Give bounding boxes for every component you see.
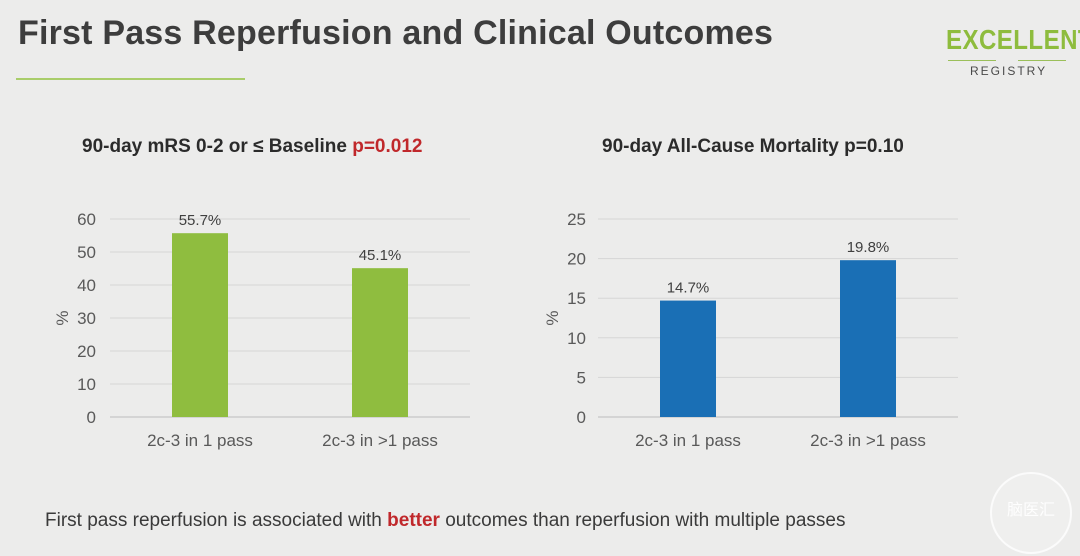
chart-1-y-tick-label: 60 [77, 210, 96, 229]
conclusion-emphasis: better [387, 510, 440, 531]
chart-2-bar [840, 260, 896, 417]
logo-rule-right [1018, 60, 1066, 61]
chart-1-data-label: 45.1% [359, 247, 402, 264]
chart-1-y-tick-label: 20 [77, 342, 96, 361]
chart-1-y-tick-label: 40 [77, 276, 96, 295]
title-underline [16, 78, 245, 80]
logo-wordmark: EXCELLENT [946, 24, 1080, 55]
chart-2-y-tick-label: 20 [567, 250, 586, 269]
chart-1-bar [172, 233, 228, 417]
chart-2-y-tick-label: 5 [577, 368, 586, 387]
chart-2-data-label: 19.8% [847, 239, 890, 256]
conclusion-before: First pass reperfusion is associated wit… [45, 510, 388, 531]
chart-1-y-tick-label: 30 [77, 309, 96, 328]
chart-2-category-label: 2c-3 in >1 pass [810, 431, 926, 450]
chart-2-data-label: 14.7% [667, 280, 710, 297]
chart-1-y-tick-label: 0 [87, 408, 96, 427]
chart-1-bar [352, 268, 408, 417]
chart-2-y-tick-label: 10 [567, 329, 586, 348]
chart-1-y-tick-label: 10 [77, 375, 96, 394]
chart-1-y-tick-label: 50 [77, 243, 96, 262]
chart-2-y-tick-label: 25 [567, 210, 586, 229]
chart-2-title-text: 90-day All-Cause Mortality [602, 136, 839, 157]
chart-2-y-tick-label: 15 [567, 289, 586, 308]
conclusion-text: First pass reperfusion is associated wit… [45, 510, 845, 532]
chart-2-p-value: p=0.10 [844, 136, 904, 157]
logo-rule-left [948, 60, 996, 61]
slide-title: First Pass Reperfusion and Clinical Outc… [18, 14, 774, 52]
chart-1-p-value: p=0.012 [352, 136, 423, 157]
chart-1-y-axis-label: % [53, 310, 72, 325]
logo-subtitle: REGISTRY [970, 64, 1048, 78]
chart-2-title: 90-day All-Cause Mortality p=0.10 [602, 136, 904, 158]
chart-1-data-label: 55.7% [179, 212, 222, 229]
chart-2-y-tick-label: 0 [577, 408, 586, 427]
watermark-text: 脑医汇 [1006, 502, 1055, 519]
chart-1-category-label: 2c-3 in 1 pass [147, 431, 253, 450]
conclusion-after: outcomes than reperfusion with multiple … [439, 510, 846, 531]
chart-1-category-label: 2c-3 in >1 pass [322, 431, 438, 450]
watermark-badge: 脑医汇 [990, 472, 1072, 554]
chart-2-y-axis-label: % [543, 310, 562, 325]
chart-1-title: 90-day mRS 0-2 or ≤ Baseline p=0.012 [82, 136, 422, 158]
chart-2-category-label: 2c-3 in 1 pass [635, 431, 741, 450]
excellent-registry-logo: EXCELLENT REGISTRY [942, 20, 1080, 82]
chart-2-bar [660, 300, 716, 417]
chart-1-title-text: 90-day mRS 0-2 or ≤ Baseline [82, 136, 347, 157]
